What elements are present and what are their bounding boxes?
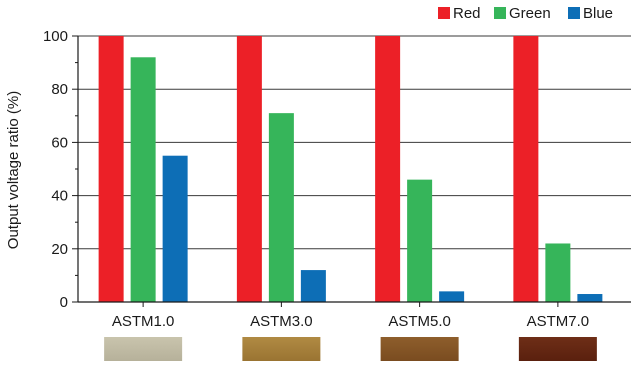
bar-green (545, 243, 571, 302)
color-swatch (380, 337, 459, 361)
y-tick-label: 100 (43, 28, 68, 45)
color-swatches (104, 337, 597, 361)
bar-red (513, 36, 539, 302)
y-axis-label: Output voltage ratio (%) (5, 91, 22, 249)
legend-label: Red (453, 5, 481, 22)
y-tick-label: 40 (51, 188, 68, 205)
color-swatch (518, 337, 597, 361)
y-tick-label: 80 (51, 81, 68, 98)
bar-red (236, 36, 262, 302)
x-tick-label: ASTM1.0 (112, 313, 175, 330)
color-swatch (104, 337, 183, 361)
legend-swatch (568, 7, 580, 19)
bar-red (375, 36, 401, 302)
legend-swatch (494, 7, 506, 19)
bar-blue (577, 294, 603, 302)
bar-blue (300, 270, 326, 302)
bar-red (98, 36, 124, 302)
x-tick-label: ASTM5.0 (388, 313, 451, 330)
color-swatch (242, 337, 321, 361)
bar-blue (439, 291, 465, 302)
legend: Red Green Blue (438, 5, 613, 22)
legend-swatch (438, 7, 450, 19)
legend-label: Green (509, 5, 551, 22)
bar-green (407, 179, 433, 302)
y-tick-label: 0 (60, 294, 68, 311)
y-tick-label: 20 (51, 241, 68, 258)
bar-green (268, 113, 294, 302)
x-tick-label: ASTM7.0 (527, 313, 590, 330)
bar-green (130, 57, 156, 302)
x-tick-label: ASTM3.0 (250, 313, 313, 330)
bars (98, 36, 603, 302)
legend-label: Blue (583, 5, 613, 22)
bar-blue (162, 155, 188, 302)
y-tick-label: 60 (51, 134, 68, 151)
axes: 0 20 40 60 80 100 ASTM1.0 ASTM3.0 ASTM5.0 ASTM7.0 (43, 28, 631, 330)
gridlines (78, 35, 631, 250)
